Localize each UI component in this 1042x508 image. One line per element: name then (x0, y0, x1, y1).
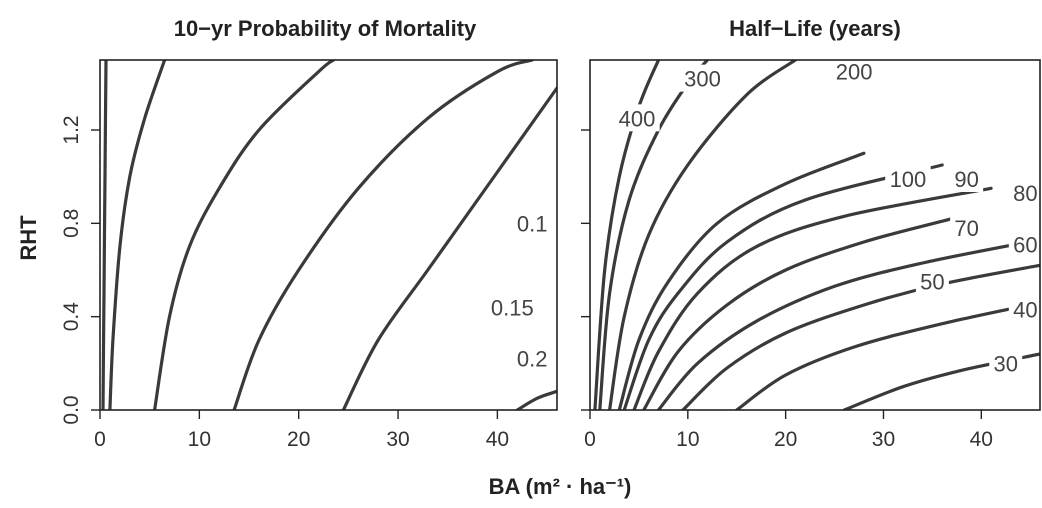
contour-label-bg (1008, 179, 1042, 206)
contour-label-bg (1008, 230, 1042, 258)
contour-line-1-3 (617, 151, 866, 410)
x-axis-label: BA (m² · ha⁻¹) (489, 474, 632, 499)
contour-label-bg (989, 349, 1023, 377)
contour-label-bg (831, 57, 877, 85)
contour-line-1-9 (735, 301, 1040, 410)
contour-label-text-0-1: 0.15 (491, 295, 534, 320)
contour-label: 80 (1008, 179, 1042, 206)
contour-label: 400 (614, 104, 660, 132)
contour-label: 30 (989, 349, 1023, 377)
contour-label: 0.2 (509, 344, 555, 372)
contour-label: 60 (1008, 230, 1042, 258)
panel-title-half-life: Half−Life (years) (729, 16, 901, 41)
contour-line-1-6 (642, 217, 954, 410)
contour-label-bg (1008, 295, 1042, 323)
contour-label: 0.1 (509, 209, 555, 237)
contour-label-bg (915, 267, 949, 295)
contour-line-0-5 (515, 389, 557, 410)
contour-label-bg (950, 214, 984, 241)
contour-label-text-1-8: 50 (920, 270, 944, 295)
contour-label-bg (950, 165, 984, 192)
contour-line-1-8 (681, 263, 1040, 410)
contour-label: 200 (831, 57, 877, 85)
x-tick-label-0-4: 40 (486, 428, 509, 451)
x-tick-label-1-4: 40 (970, 428, 993, 451)
contour-label-bg (679, 64, 726, 92)
contour-label-text-1-9: 40 (1013, 298, 1037, 323)
y-tick-label-0: 0.0 (60, 395, 83, 424)
x-tick-label-0-0: 0 (94, 428, 106, 451)
contour-label: 90 (950, 165, 984, 192)
contour-lines (101, 60, 557, 410)
contour-label-text-0-0: 0.1 (517, 211, 548, 236)
contour-label-text-1-0: 400 (619, 106, 656, 131)
contour-label-text-1-1: 300 (684, 67, 721, 92)
contour-label-bg (509, 209, 555, 237)
contour-label-text-1-6: 70 (954, 216, 978, 241)
y-tick-label-1: 0.4 (60, 302, 83, 332)
x-tick-label-0-2: 20 (287, 428, 310, 451)
contour-label-bg (885, 165, 931, 192)
contour-label-text-1-4: 90 (954, 167, 978, 192)
contour-label-text-1-7: 60 (1013, 232, 1037, 257)
contour-label: 100 (885, 165, 931, 192)
contour-line-1-2 (608, 60, 797, 410)
contour-label-text-1-5: 80 (1013, 181, 1037, 206)
panel-title-mortality: 10−yr Probability of Mortality (174, 16, 477, 41)
contour-label: 300 (679, 64, 726, 92)
contour-line-1-5 (632, 186, 993, 410)
y-tick-label-2: 0.8 (60, 209, 83, 238)
contour-label: 50 (915, 267, 949, 295)
x-tick-label-1-1: 10 (676, 428, 699, 451)
x-tick-label-0-3: 30 (386, 428, 409, 451)
contour-line-0-2 (153, 60, 336, 410)
contour-label-bg (614, 104, 660, 132)
x-tick-label-1-3: 30 (872, 428, 895, 451)
plot-frame (99, 59, 558, 411)
x-tick-label-1-0: 0 (584, 428, 596, 451)
x-tick-label-1-2: 20 (774, 428, 797, 451)
y-axis-label: RHT (16, 215, 41, 261)
x-tick-label-0-1: 10 (188, 428, 211, 451)
contour-label: 40 (1008, 295, 1042, 323)
contour-lines (593, 60, 1040, 410)
mortality-panel: 0.1 0.15 0.2 0 10 20 30 40 0.0 0.4 0.8 1.2 (60, 59, 558, 451)
contour-label-text-1-2: 200 (836, 60, 873, 85)
contour-line-1-0 (593, 60, 661, 410)
contour-line-1-7 (656, 238, 1040, 410)
contour-line-0-4 (341, 86, 557, 410)
y-tick-label-3: 1.2 (60, 115, 83, 144)
contour-line-1-4 (622, 163, 944, 410)
contour-label-text-1-10: 30 (994, 351, 1018, 376)
contour-line-0-3 (232, 60, 534, 410)
contour-label-text-1-3: 100 (890, 167, 927, 192)
contour-label: 0.15 (483, 293, 542, 321)
contour-line-0-1 (108, 60, 167, 410)
plot-frame (589, 59, 1041, 411)
contour-line-0-0 (101, 60, 108, 410)
contour-label: 70 (950, 214, 984, 241)
contour-label-bg (483, 293, 542, 321)
contour-label-text-0-2: 0.2 (517, 347, 548, 372)
contour-label-bg (509, 344, 555, 372)
